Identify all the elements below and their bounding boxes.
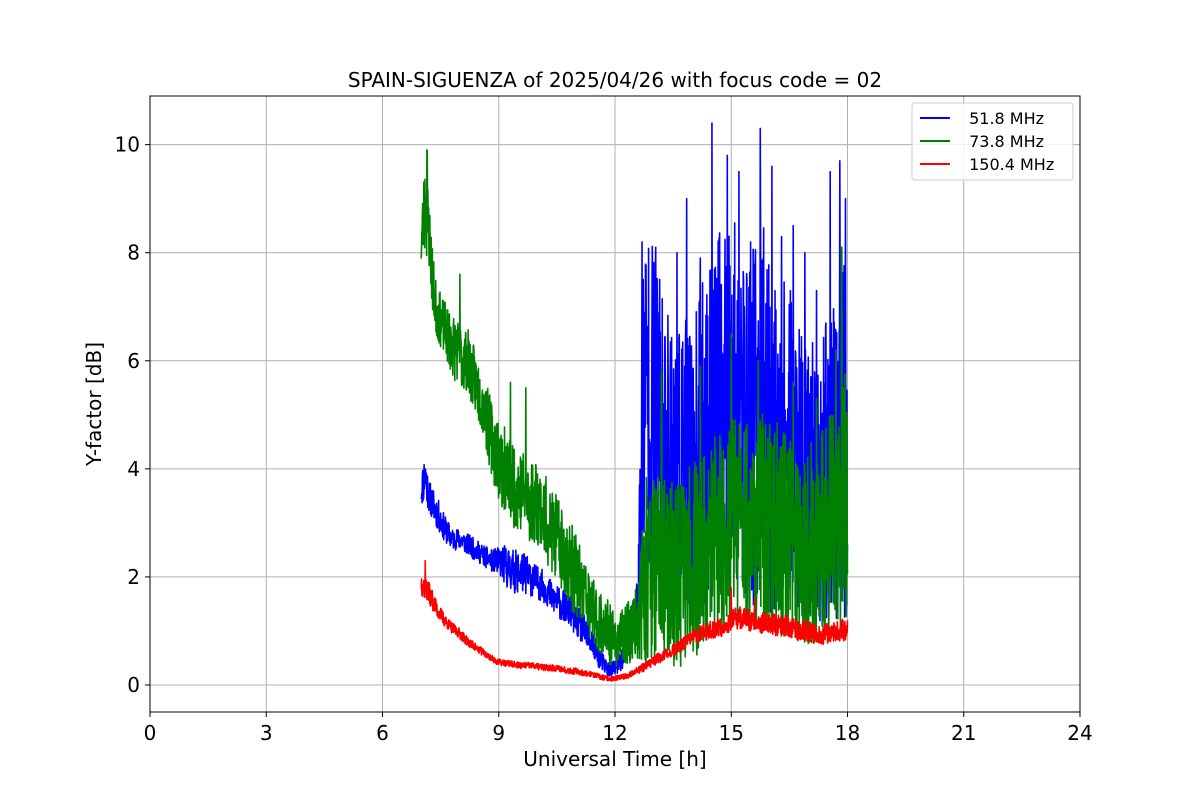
series-layer	[420, 122, 849, 682]
grid-lines	[149, 96, 1081, 712]
x-tick-label: 24	[1067, 721, 1092, 745]
legend-entry: 51.8 MHz	[964, 109, 1044, 128]
y-tick-label: 6	[127, 349, 140, 373]
x-tick-label: 12	[602, 721, 627, 745]
x-tick-label: 9	[492, 721, 505, 745]
legend-entry: 73.8 MHz	[964, 132, 1044, 151]
chart-title: SPAIN-SIGUENZA of 2025/04/26 with focus …	[348, 68, 882, 92]
y-tick-label: 4	[127, 457, 140, 481]
x-tick-label: 15	[719, 721, 744, 745]
series-line-1	[420, 149, 849, 668]
legend: 51.8 MHz 73.8 MHz 150.4 MHz	[911, 102, 1074, 181]
x-tick-label: 3	[260, 721, 273, 745]
x-tick-label: 21	[951, 721, 976, 745]
y-axis-label: Y-factor [dB]	[82, 342, 106, 467]
x-axis-label: Universal Time [h]	[523, 747, 706, 771]
series-line-2	[420, 559, 849, 682]
y-tick-label: 0	[127, 673, 140, 697]
legend-entry: 150.4 MHz	[964, 155, 1054, 174]
y-tick-label: 8	[127, 241, 140, 265]
y-tick-label: 2	[127, 565, 140, 589]
x-tick-label: 0	[144, 721, 157, 745]
legend-box	[911, 102, 1074, 181]
x-tick-label: 6	[376, 721, 389, 745]
x-tick-label: 18	[835, 721, 860, 745]
y-tick-label: 10	[115, 133, 140, 157]
